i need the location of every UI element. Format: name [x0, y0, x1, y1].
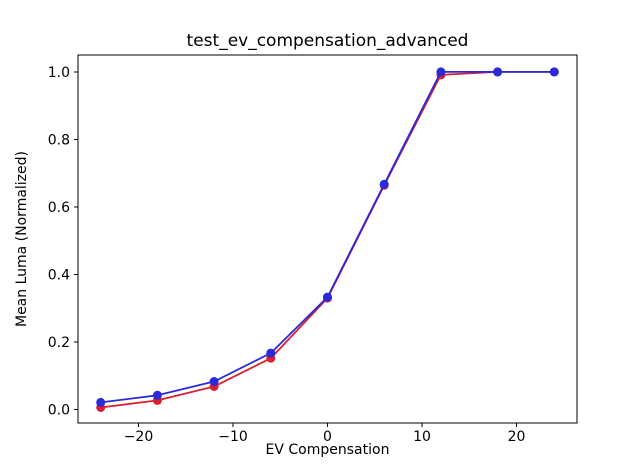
data-point-blue-series	[379, 179, 389, 189]
x-tick-label: 0	[323, 429, 332, 445]
y-tick-label: 0.6	[48, 200, 70, 216]
y-tick-label: 0.8	[48, 132, 70, 148]
data-point-blue-series	[209, 377, 219, 386]
data-point-blue-series	[152, 390, 162, 400]
series-line-red-series	[99, 71, 556, 409]
axes-frame	[77, 54, 578, 424]
data-point-blue-series	[493, 67, 503, 77]
data-point-blue-series	[96, 397, 106, 407]
x-axis-label: EV Compensation	[265, 442, 390, 458]
x-tick-label: −20	[124, 429, 154, 445]
y-tick-label: 1.0	[48, 65, 70, 81]
data-point-blue-series	[549, 67, 559, 77]
data-point-blue-series	[266, 348, 276, 358]
x-tick-label: −10	[218, 429, 248, 445]
data-point-blue-series	[323, 292, 332, 302]
x-tick-label: 20	[508, 429, 526, 445]
x-tick-label: 10	[413, 429, 431, 445]
y-axis-label: Mean Luma (Normalized)	[14, 150, 30, 328]
y-tick-label: 0.4	[48, 267, 70, 283]
data-point-blue-series	[436, 67, 446, 77]
series-line-blue-series	[99, 71, 556, 404]
y-tick-label: 0.2	[48, 335, 70, 351]
chart-title: test_ev_compensation_advanced	[186, 31, 469, 51]
y-tick-label: 0.0	[48, 402, 70, 418]
